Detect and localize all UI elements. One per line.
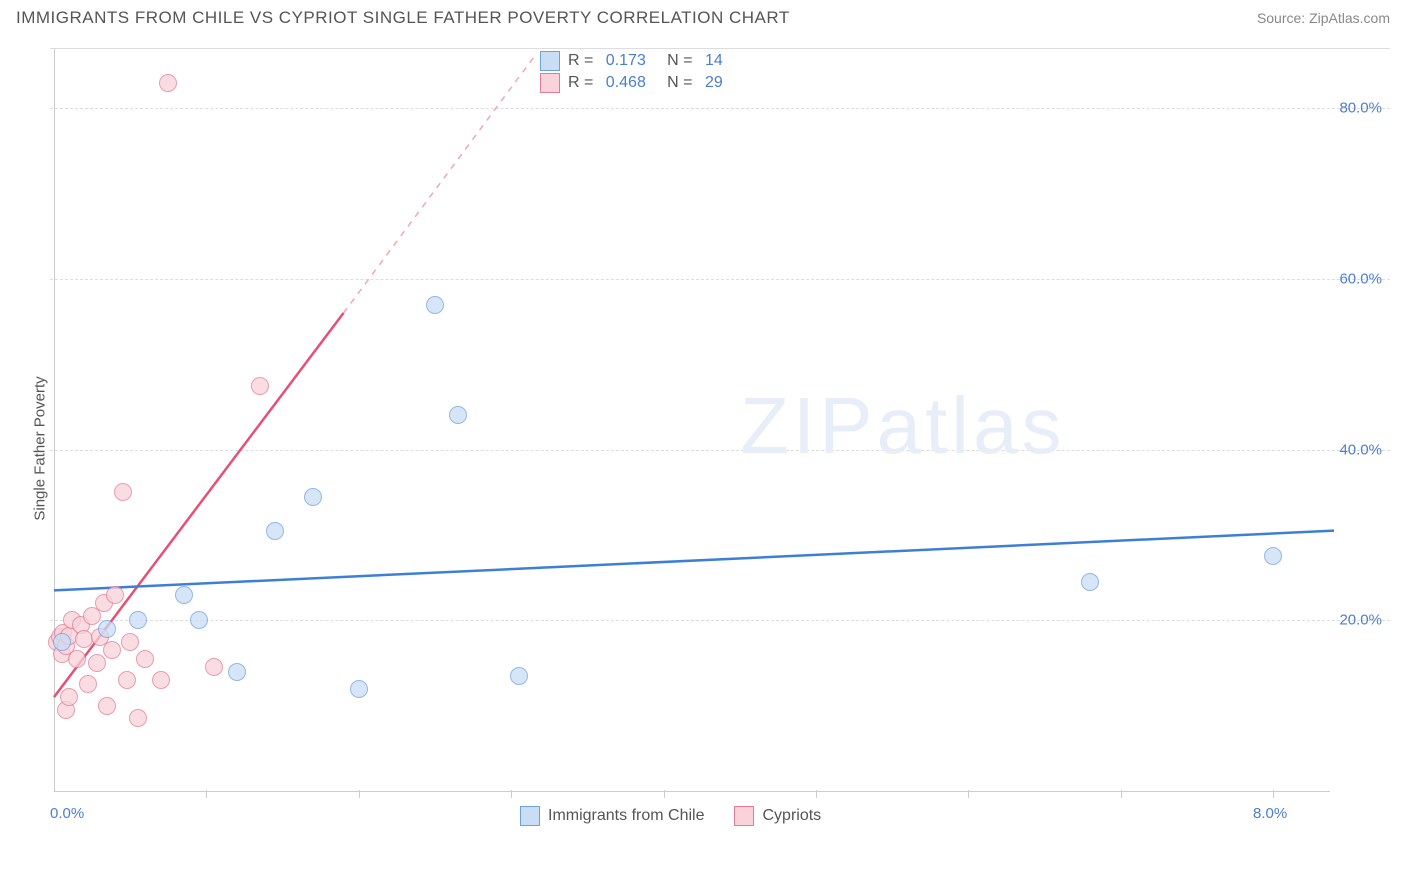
data-point — [251, 377, 269, 395]
data-point — [175, 586, 193, 604]
x-axis-line — [54, 791, 1330, 792]
data-point — [228, 663, 246, 681]
y-tick-label: 80.0% — [1339, 100, 1382, 117]
gridline — [50, 620, 1390, 621]
data-point — [60, 688, 78, 706]
data-point — [79, 675, 97, 693]
gridline — [50, 450, 1390, 451]
legend-row: R = 0.468 N = 29 — [540, 73, 723, 93]
x-tick-mark — [816, 790, 817, 798]
x-tick-mark — [664, 790, 665, 798]
series-legend-item: Cypriots — [734, 806, 821, 826]
legend-swatch — [540, 51, 560, 71]
series-legend: Immigrants from Chile Cypriots — [520, 806, 821, 826]
legend-n-value: 29 — [705, 74, 723, 92]
x-tick-label: 8.0% — [1253, 805, 1287, 822]
data-point — [118, 671, 136, 689]
x-tick-mark — [1121, 790, 1122, 798]
data-point — [98, 697, 116, 715]
data-point — [266, 522, 284, 540]
series-name: Immigrants from Chile — [548, 807, 704, 825]
gridline — [50, 279, 1390, 280]
legend-n-label: N = — [654, 74, 697, 92]
plot-area: 20.0% 40.0% 60.0% 80.0% 0.0% 8.0% R = 0.173 N … — [50, 48, 1390, 828]
legend-row: R = 0.173 N = 14 — [540, 51, 723, 71]
legend-r-value: 0.173 — [606, 52, 646, 70]
data-point — [129, 709, 147, 727]
data-point — [1264, 547, 1282, 565]
legend-r-label: R = — [568, 52, 598, 70]
legend-swatch — [734, 806, 754, 826]
data-point — [121, 633, 139, 651]
legend-swatch — [540, 73, 560, 93]
data-point — [114, 483, 132, 501]
data-point — [510, 667, 528, 685]
y-axis-label: Single Father Poverty — [32, 369, 49, 529]
data-point — [68, 650, 86, 668]
x-tick-label: 0.0% — [50, 805, 84, 822]
data-point — [53, 633, 71, 651]
data-point — [159, 74, 177, 92]
data-point — [103, 641, 121, 659]
data-point — [190, 611, 208, 629]
data-point — [129, 611, 147, 629]
y-tick-label: 40.0% — [1339, 441, 1382, 458]
data-point — [1081, 573, 1099, 591]
data-point — [98, 620, 116, 638]
legend-r-label: R = — [568, 74, 598, 92]
chart-title: IMMIGRANTS FROM CHILE VS CYPRIOT SINGLE … — [16, 8, 790, 28]
x-tick-mark — [359, 790, 360, 798]
data-point — [426, 296, 444, 314]
x-tick-mark — [1273, 790, 1274, 798]
legend-n-label: N = — [654, 52, 697, 70]
x-tick-mark — [206, 790, 207, 798]
x-tick-mark — [511, 790, 512, 798]
data-point — [88, 654, 106, 672]
source-text: Source: ZipAtlas.com — [1257, 10, 1390, 26]
legend-r-value: 0.468 — [606, 74, 646, 92]
y-tick-label: 20.0% — [1339, 612, 1382, 629]
trend-lines — [50, 49, 1390, 829]
legend-n-value: 14 — [705, 52, 723, 70]
chart-container: IMMIGRANTS FROM CHILE VS CYPRIOT SINGLE … — [0, 0, 1406, 892]
y-axis-line — [54, 49, 55, 791]
title-bar: IMMIGRANTS FROM CHILE VS CYPRIOT SINGLE … — [0, 0, 1406, 32]
series-legend-item: Immigrants from Chile — [520, 806, 704, 826]
legend-swatch — [520, 806, 540, 826]
data-point — [106, 586, 124, 604]
gridline — [50, 108, 1390, 109]
x-tick-mark — [968, 790, 969, 798]
data-point — [449, 406, 467, 424]
data-point — [205, 658, 223, 676]
data-point — [350, 680, 368, 698]
data-point — [152, 671, 170, 689]
correlation-legend: R = 0.173 N = 14R = 0.468 N = 29 — [540, 51, 723, 93]
series-name: Cypriots — [762, 807, 821, 825]
data-point — [136, 650, 154, 668]
data-point — [304, 488, 322, 506]
y-tick-label: 60.0% — [1339, 270, 1382, 287]
